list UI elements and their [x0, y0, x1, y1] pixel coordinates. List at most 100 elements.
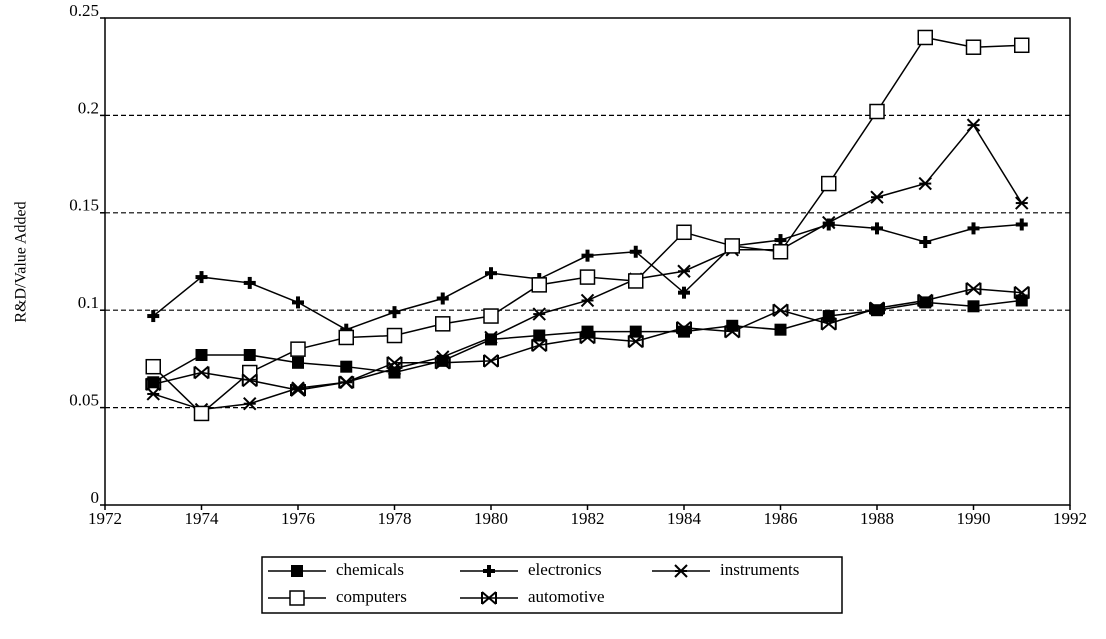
marker — [483, 354, 499, 368]
marker — [485, 267, 497, 280]
marker-stroke — [677, 264, 691, 278]
marker-stroke — [870, 190, 884, 204]
x-tick-label: 1982 — [571, 509, 605, 528]
marker-stroke — [193, 365, 210, 380]
marker — [243, 349, 256, 362]
marker — [967, 222, 980, 235]
marker-shape — [435, 316, 451, 332]
marker — [918, 176, 932, 191]
marker — [483, 565, 495, 577]
marker — [533, 329, 546, 342]
legend-label: chemicals — [336, 560, 404, 579]
marker-shape — [917, 29, 933, 46]
marker — [435, 316, 451, 332]
marker-shape — [292, 356, 304, 369]
marker-stroke — [676, 320, 692, 335]
marker — [629, 245, 642, 258]
marker-stroke — [435, 356, 451, 370]
marker — [919, 236, 932, 249]
plot-frame — [104, 17, 1071, 506]
marker-shape — [290, 341, 306, 357]
marker — [870, 190, 884, 204]
y-tick-label: 0.2 — [78, 98, 99, 117]
marker — [1015, 196, 1029, 210]
x-tick-label: 1976 — [281, 509, 315, 528]
y-tick-label: 0.25 — [69, 1, 99, 20]
marker — [484, 330, 498, 345]
marker — [291, 565, 303, 577]
marker-shape — [292, 300, 304, 305]
marker-shape — [1015, 294, 1028, 307]
marker — [822, 310, 835, 323]
marker-shape — [147, 376, 160, 389]
marker-shape — [388, 310, 401, 315]
marker-stroke — [772, 303, 789, 317]
marker — [436, 292, 449, 305]
marker-shape — [485, 271, 497, 276]
marker-stroke — [387, 361, 402, 376]
marker — [338, 329, 354, 346]
marker-shape — [724, 238, 740, 254]
marker — [292, 356, 304, 369]
marker — [724, 238, 740, 254]
marker — [820, 317, 837, 331]
marker — [967, 300, 980, 313]
x-tick-label: 1974 — [185, 509, 220, 528]
marker-shape — [483, 308, 499, 324]
marker-shape — [821, 175, 837, 192]
marker — [965, 39, 982, 55]
marker-stroke — [1015, 196, 1029, 210]
marker — [531, 338, 548, 353]
marker — [290, 341, 306, 357]
marker-stroke — [484, 330, 498, 345]
marker — [388, 306, 401, 319]
series-line — [153, 288, 1022, 391]
marker-shape — [386, 327, 403, 344]
marker — [821, 175, 837, 192]
marker — [579, 330, 596, 345]
marker-stroke — [674, 564, 688, 578]
marker-stroke — [386, 356, 403, 370]
marker — [629, 325, 642, 338]
marker-shape — [436, 296, 449, 301]
marker-shape — [483, 569, 495, 573]
marker — [581, 249, 594, 262]
marker-shape — [147, 314, 160, 319]
marker — [289, 590, 305, 606]
marker — [193, 365, 210, 380]
marker — [822, 215, 836, 230]
marker — [243, 276, 256, 289]
marker — [580, 293, 595, 308]
marker-stroke — [628, 334, 644, 349]
marker — [338, 375, 355, 390]
marker-shape — [1015, 222, 1028, 227]
marker-shape — [628, 273, 644, 289]
marker-stroke — [242, 373, 258, 388]
marker — [871, 222, 883, 235]
marker — [869, 301, 885, 316]
x-tick-label: 1984 — [667, 509, 702, 528]
marker-shape — [774, 238, 787, 243]
marker — [1015, 218, 1028, 231]
marker-shape — [967, 226, 980, 231]
marker — [434, 356, 451, 370]
marker-shape — [967, 300, 980, 313]
series-line — [152, 36, 1022, 415]
marker-stroke — [822, 215, 836, 230]
marker — [1014, 37, 1030, 54]
marker-shape — [145, 358, 161, 375]
marker — [674, 564, 688, 578]
marker-shape — [678, 290, 690, 295]
marker — [676, 320, 692, 335]
marker-shape — [243, 280, 256, 285]
marker-stroke — [1014, 285, 1030, 300]
marker-stroke — [965, 282, 982, 296]
y-tick-label: 0.1 — [78, 293, 99, 312]
marker-shape — [340, 360, 353, 373]
x-tick-label: 1978 — [378, 509, 412, 528]
marker — [195, 271, 208, 284]
marker — [193, 405, 210, 422]
marker-shape — [195, 275, 208, 280]
y-axis-label: R&D/Value Added — [13, 201, 30, 322]
marker-stroke — [918, 176, 932, 191]
